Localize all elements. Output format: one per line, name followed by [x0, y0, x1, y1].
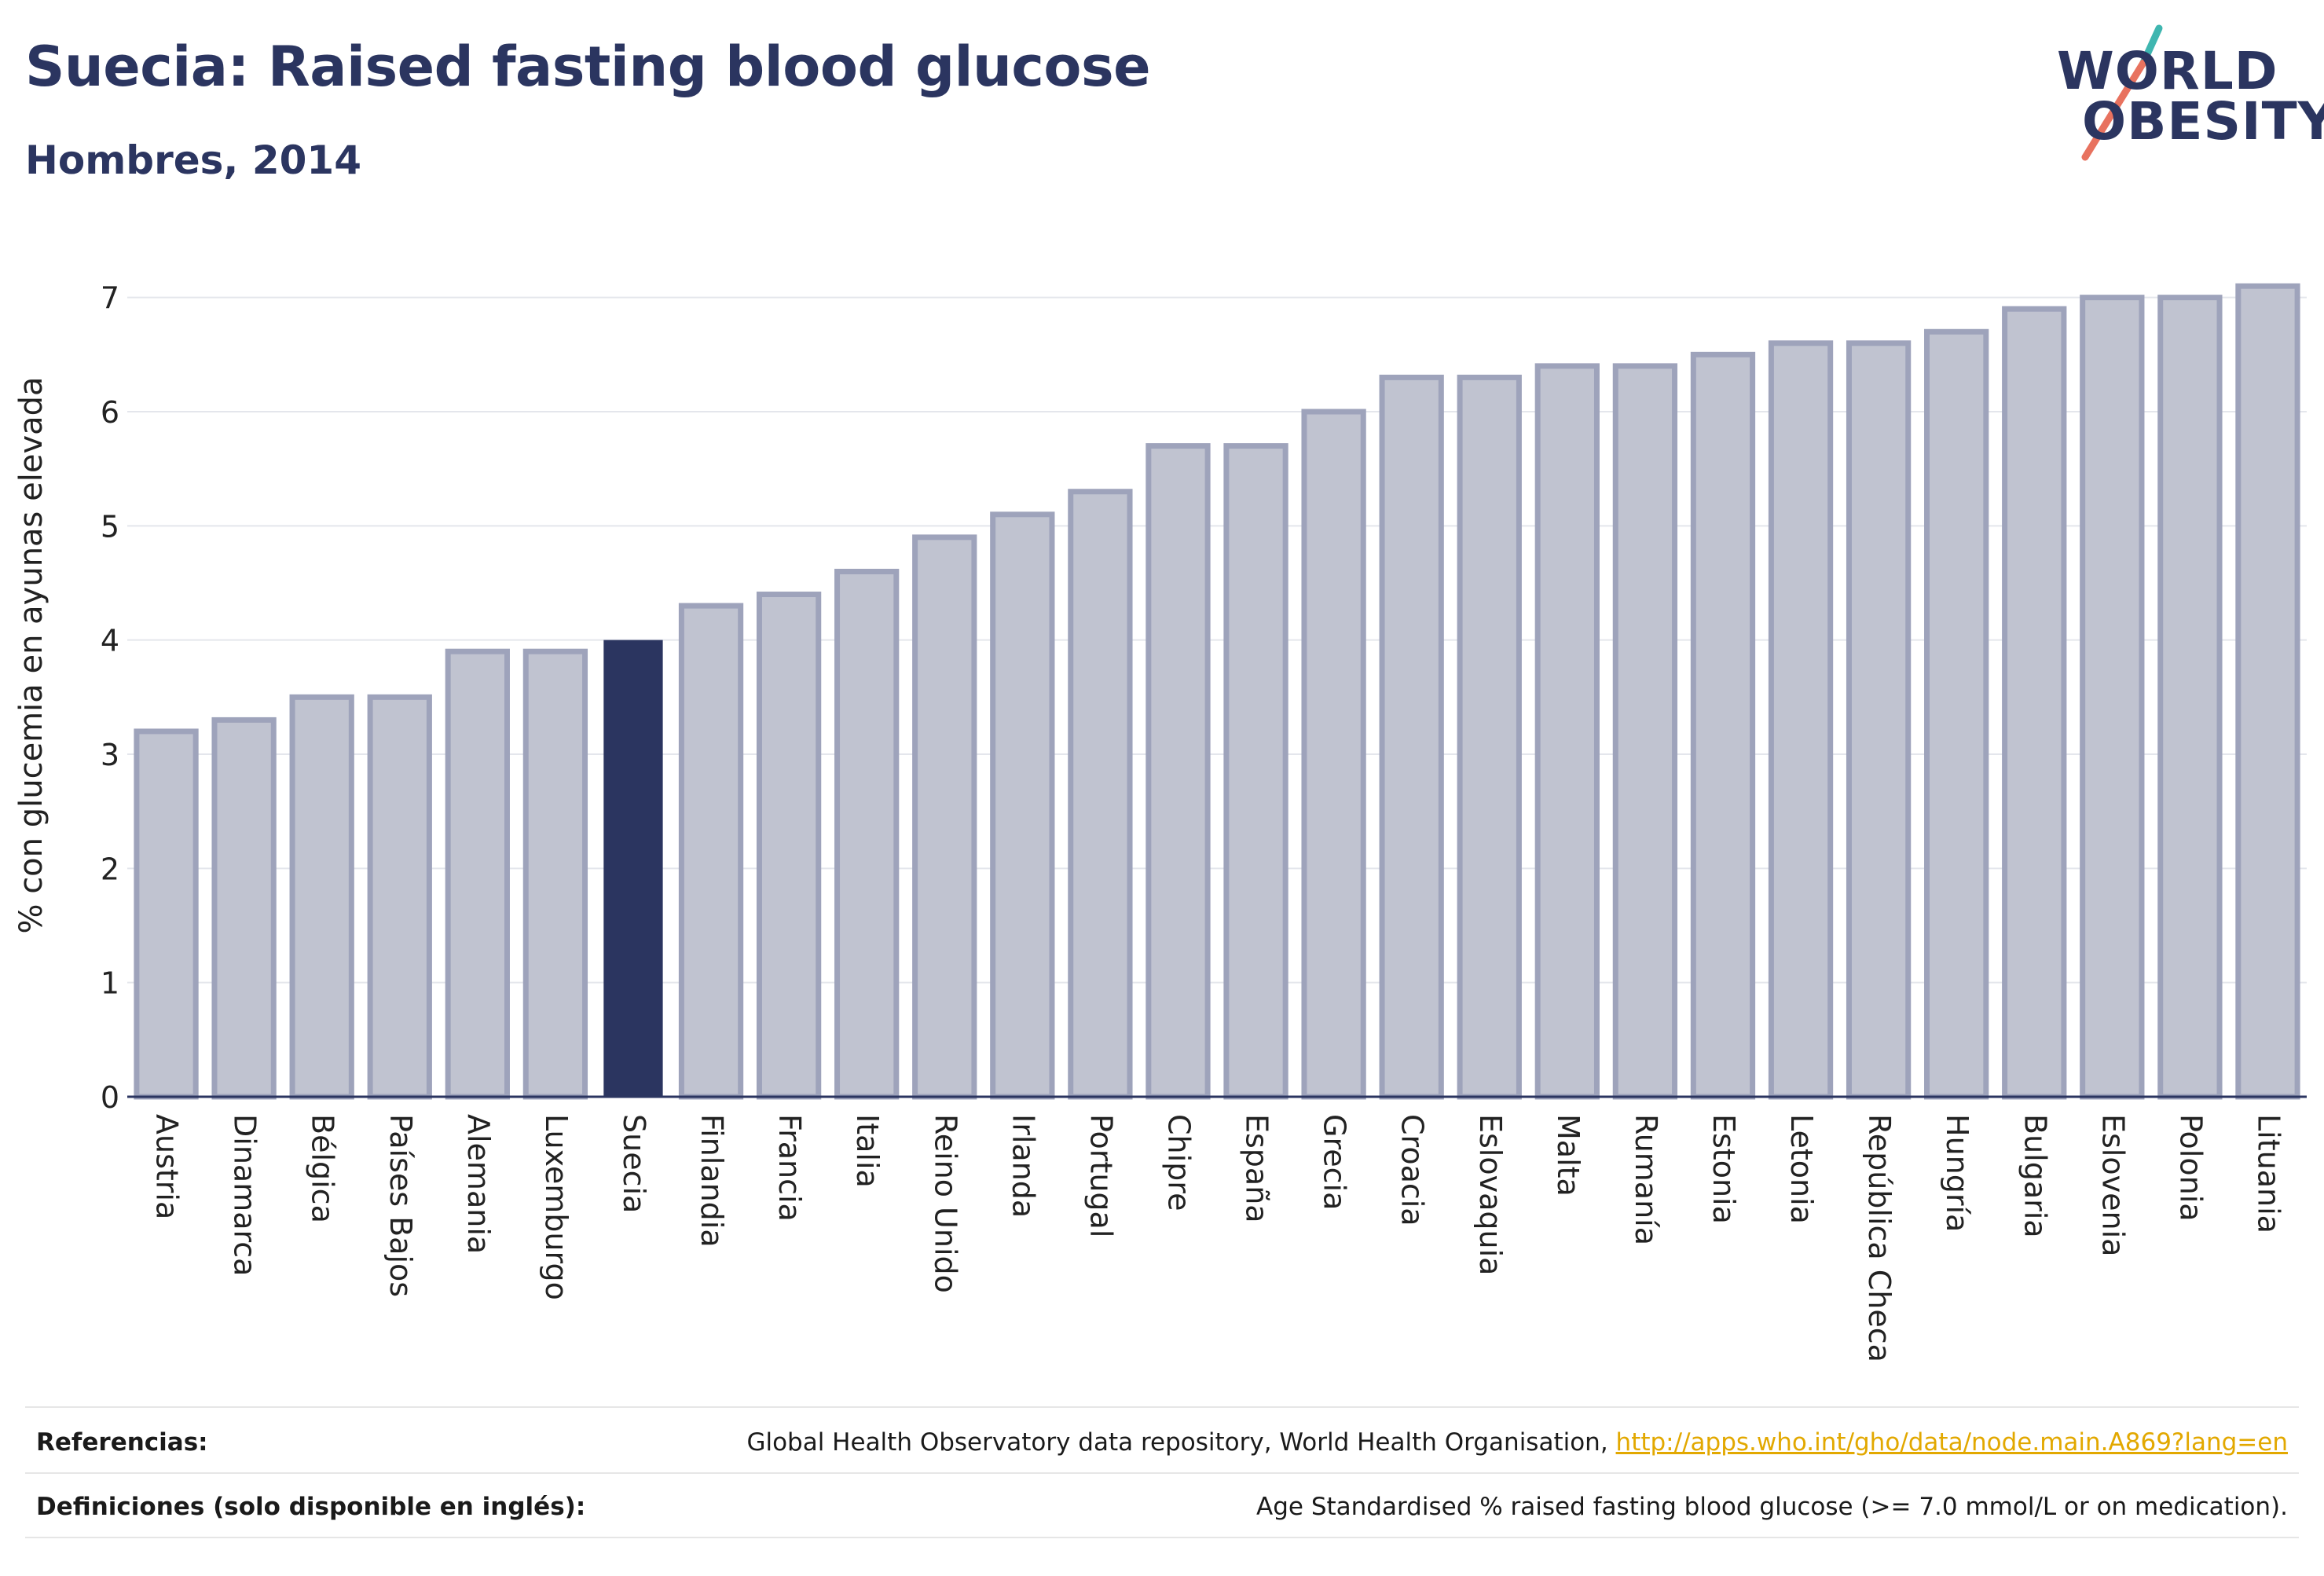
x-tick-label: Finlandia: [695, 1114, 729, 1248]
y-tick-label: 5: [101, 509, 119, 544]
bar: [678, 603, 744, 1100]
x-tick-label: Croacia: [1395, 1114, 1430, 1226]
y-tick-label: 3: [101, 738, 119, 772]
world-obesity-logo: WORLD OBESITY: [2051, 24, 2324, 165]
x-tick-label: Bélgica: [306, 1114, 340, 1223]
bar: [1768, 340, 1834, 1100]
bar: [756, 592, 822, 1100]
bar: [211, 717, 277, 1100]
bar: [1924, 328, 1989, 1100]
x-tick-label: Luxemburgo: [539, 1114, 574, 1300]
footer-divider: [25, 1406, 2299, 1408]
bar: [2002, 306, 2067, 1100]
x-tick-label: Austria: [150, 1114, 185, 1219]
definitions-row: Definiciones (solo disponible en inglés)…: [25, 1493, 2299, 1527]
x-tick-label: Portugal: [1083, 1114, 1118, 1237]
y-tick-label: 4: [101, 624, 119, 658]
x-tick-label: Malta: [1551, 1114, 1585, 1197]
bar: [1534, 363, 1600, 1100]
x-tick-label: República Checa: [1862, 1114, 1897, 1362]
x-tick-label: Polonia: [2173, 1114, 2208, 1222]
footer-divider: [25, 1537, 2299, 1538]
y-tick-label: 1: [101, 966, 119, 1001]
x-tick-label: Chipre: [1161, 1114, 1196, 1211]
chart-title: Suecia: Raised fasting blood glucose: [25, 35, 1151, 99]
bar: [1301, 409, 1366, 1100]
x-tick-label: Eslovaquia: [1473, 1114, 1508, 1275]
x-tick-label: Alemania: [461, 1114, 496, 1254]
bar: [522, 648, 588, 1100]
bar: [1379, 374, 1444, 1100]
y-axis-title: % con glucemia en ayunas elevada: [13, 376, 49, 934]
logo-word-world: WORLD: [2057, 41, 2278, 101]
bar: [1457, 374, 1522, 1100]
x-tick-label: Letonia: [1784, 1114, 1819, 1224]
x-tick-label: Estonia: [1706, 1114, 1741, 1224]
footer-divider: [25, 1472, 2299, 1474]
bar: [134, 728, 199, 1100]
x-tick-label: España: [1240, 1114, 1274, 1223]
y-tick-label: 6: [101, 395, 119, 430]
references-text: Global Health Observatory data repositor…: [746, 1428, 1616, 1457]
bar: [1068, 489, 1133, 1100]
x-tick-label: Francia: [772, 1114, 807, 1222]
logo-word-obesity: OBESITY: [2082, 91, 2324, 152]
y-tick-label: 2: [101, 852, 119, 886]
definitions-text: Age Standardised % raised fasting blood …: [1256, 1493, 2288, 1521]
logo-slash-icon: [2081, 24, 2163, 161]
bar: [834, 568, 900, 1100]
x-tick-label: Rumanía: [1629, 1114, 1663, 1245]
bar: [367, 694, 432, 1100]
bar: [1846, 340, 1912, 1100]
references-label: Referencias:: [36, 1428, 208, 1457]
bar: [603, 640, 663, 1097]
bar: [2080, 295, 2145, 1100]
bar: [2235, 283, 2300, 1100]
x-tick-label: Irlanda: [1006, 1114, 1040, 1218]
x-tick-label: Reino Unido: [928, 1114, 962, 1293]
bar: [445, 648, 510, 1100]
x-tick-label: Hungría: [1940, 1114, 1974, 1232]
bar: [1612, 363, 1678, 1100]
bar: [990, 511, 1055, 1100]
y-tick-label: 7: [101, 281, 119, 316]
x-tick-label: Suecia: [617, 1114, 651, 1213]
x-tick-label: Países Bajos: [383, 1114, 418, 1297]
bar-chart: 0 1 2 3 4 5 6 7 Austria Dinamarca Bélgica Países Ba…: [101, 281, 2307, 1362]
x-tick-label: Italia: [850, 1114, 885, 1188]
bar: [2157, 295, 2223, 1100]
bar: [1690, 351, 1756, 1100]
bar: [1223, 443, 1288, 1100]
y-tick-label: 0: [101, 1080, 119, 1115]
x-tick-label: Dinamarca: [228, 1114, 262, 1276]
bar: [912, 534, 977, 1100]
bar: [289, 694, 354, 1100]
definitions-label: Definiciones (solo disponible en inglés)…: [36, 1493, 586, 1521]
references-value: Global Health Observatory data repositor…: [746, 1428, 2288, 1457]
chart-subtitle: Hombres, 2014: [25, 137, 361, 183]
x-tick-label: Grecia: [1318, 1114, 1352, 1210]
references-link[interactable]: http://apps.who.int/gho/data/node.main.A…: [1615, 1428, 2288, 1457]
bar: [1146, 443, 1211, 1100]
references-row: Referencias: Global Health Observatory d…: [25, 1428, 2299, 1463]
x-tick-label: Bulgaria: [2018, 1114, 2052, 1238]
x-tick-label: Lituania: [2251, 1114, 2286, 1233]
x-tick-label: Eslovenia: [2095, 1114, 2130, 1256]
